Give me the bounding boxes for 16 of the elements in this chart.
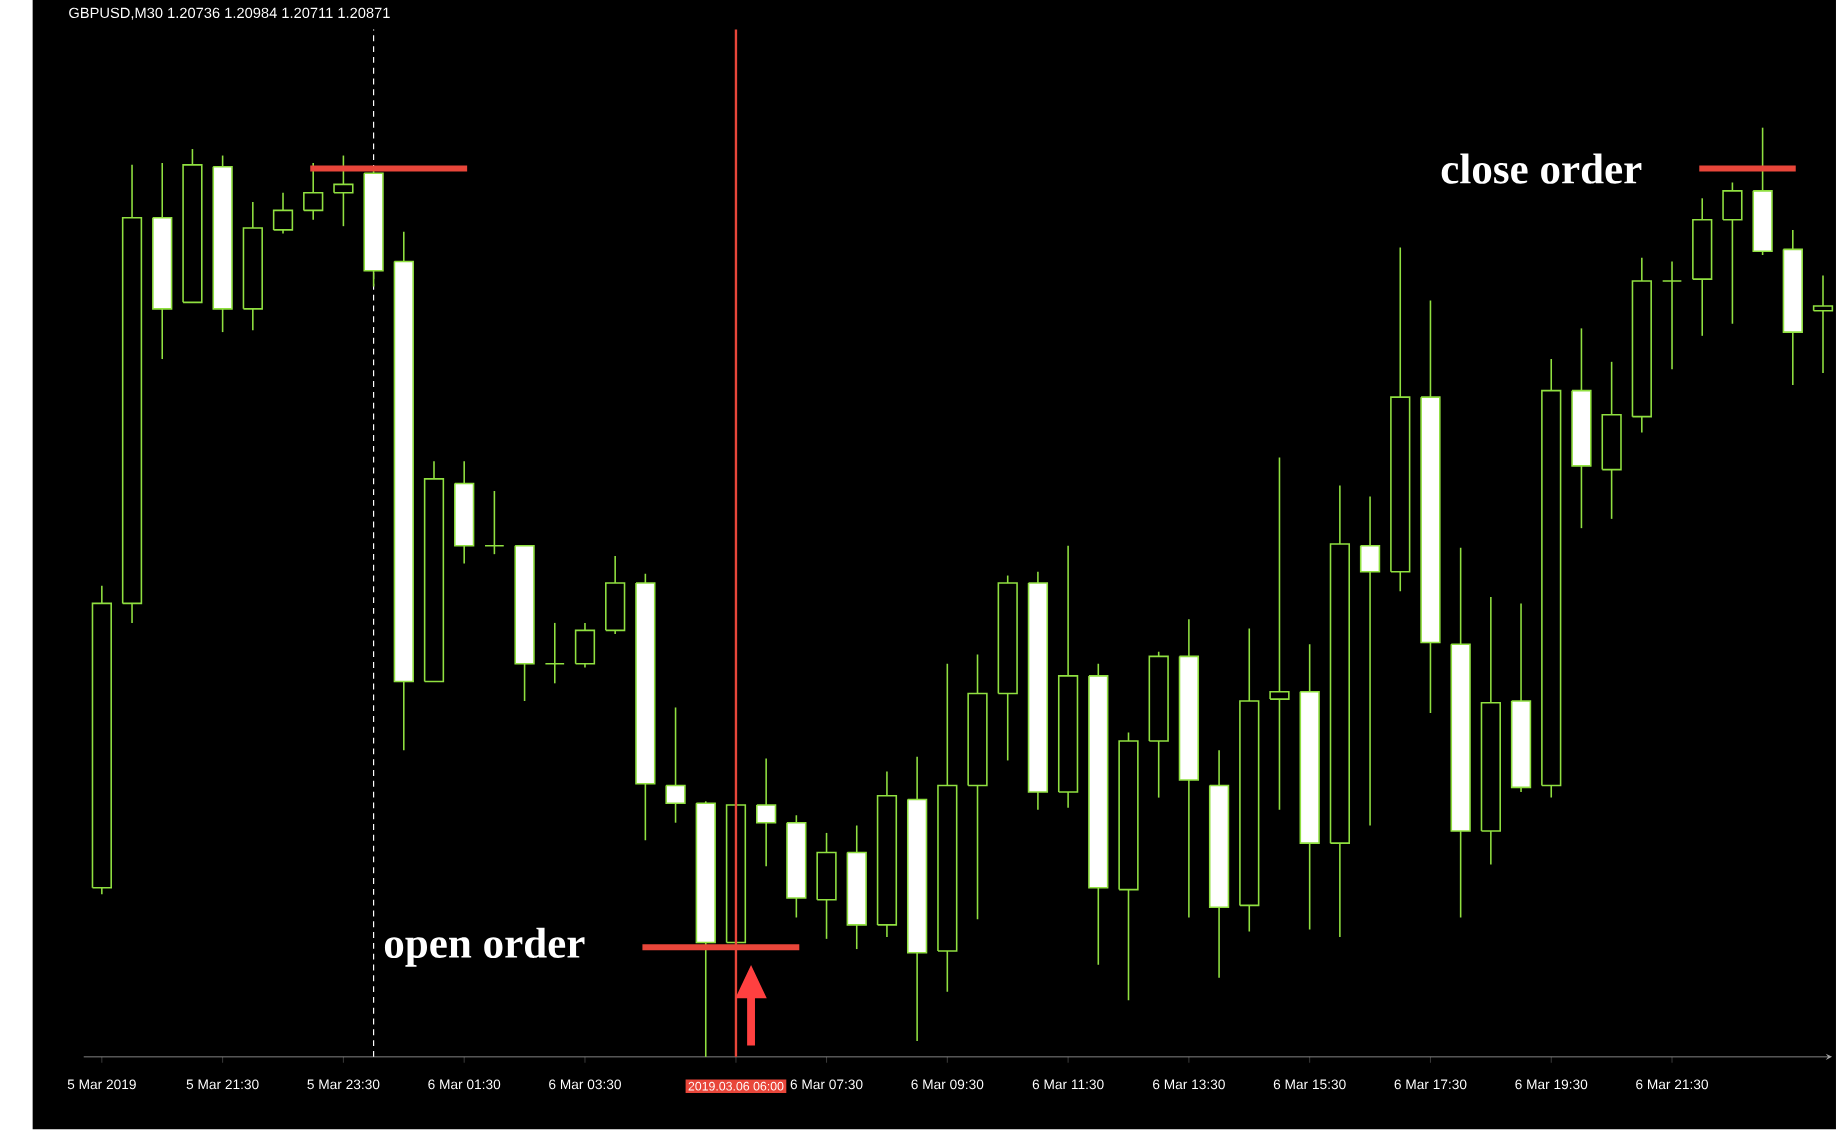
candlestick [333, 154, 354, 228]
candlestick [303, 162, 324, 221]
candlestick [1722, 181, 1743, 325]
candlestick [1359, 495, 1381, 827]
candlestick [605, 555, 626, 636]
candlestick [1269, 456, 1290, 811]
series-label: close order [1441, 153, 1642, 184]
candlestick [484, 490, 505, 556]
candlestick [574, 622, 596, 669]
candlestick [272, 192, 294, 235]
candlestick [544, 622, 565, 685]
candlestick [816, 832, 837, 940]
candlestick [1661, 260, 1683, 371]
candlestick [756, 758, 777, 868]
series-label: open order [384, 927, 585, 967]
candlestick [665, 706, 686, 824]
